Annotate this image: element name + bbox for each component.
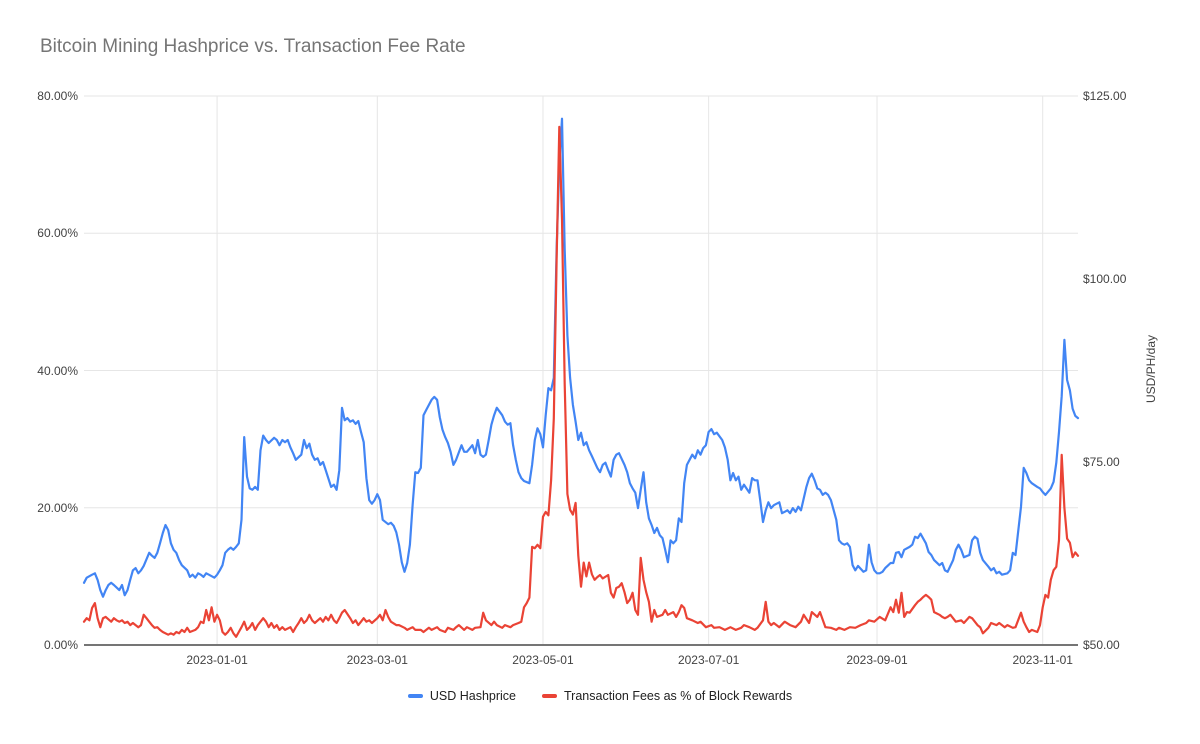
chart-title: Bitcoin Mining Hashprice vs. Transaction… bbox=[40, 36, 466, 57]
right-axis-title: USD/PH/day bbox=[1144, 334, 1158, 404]
y-axis-left-tick: 60.00% bbox=[37, 226, 78, 241]
legend-item-usd-hashprice: USD Hashprice bbox=[407, 689, 517, 703]
x-axis-tick: 2023-05-01 bbox=[512, 653, 574, 667]
y-axis-right-tick: $125.00 bbox=[1083, 89, 1127, 103]
x-axis-tick: 2023-01-01 bbox=[186, 653, 248, 667]
hashprice-series-swatch-icon bbox=[407, 694, 423, 698]
x-axis-tick: 2023-03-01 bbox=[346, 653, 408, 667]
x-axis-tick: 2023-11-01 bbox=[1012, 653, 1073, 667]
hashprice-line bbox=[82, 117, 1080, 598]
y-axis-left-tick: 20.00% bbox=[37, 500, 78, 515]
x-axis-tick: 2023-07-01 bbox=[677, 653, 740, 667]
x-axis-tick: 2023-09-01 bbox=[846, 653, 908, 667]
y-axis-right-tick: $50.00 bbox=[1083, 638, 1120, 652]
y-axis-left-tick: 80.00% bbox=[37, 89, 78, 103]
y-axis-right-tick: $75.00 bbox=[1083, 455, 1120, 469]
legend-item-fee-rate: Transaction Fees as % of Block Rewards bbox=[542, 689, 792, 703]
y-axis-right-tick: $100.00 bbox=[1083, 272, 1127, 286]
legend-label-fee-rate: Transaction Fees as % of Block Rewards bbox=[564, 689, 793, 703]
y-axis-left-tick: 0.00% bbox=[43, 638, 78, 652]
y-axis-left-tick: 40.00% bbox=[37, 363, 78, 378]
legend: USD Hashprice Transaction Fees as % of B… bbox=[0, 689, 1200, 703]
fee-series-swatch-icon bbox=[542, 694, 558, 698]
legend-label-usd-hashprice: USD Hashprice bbox=[429, 689, 517, 703]
fee-rate-line bbox=[82, 125, 1080, 638]
